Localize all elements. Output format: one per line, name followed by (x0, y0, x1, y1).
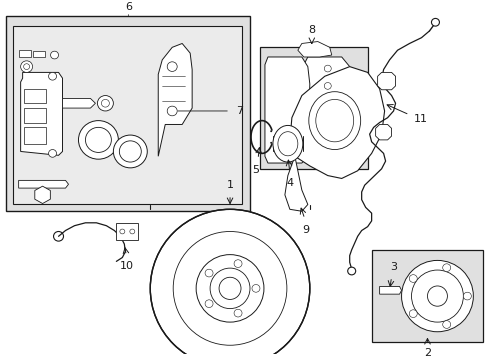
Circle shape (48, 149, 57, 157)
Circle shape (50, 51, 59, 59)
Ellipse shape (277, 132, 297, 156)
Ellipse shape (150, 209, 309, 360)
Circle shape (20, 61, 33, 72)
Text: 8: 8 (307, 25, 315, 35)
Circle shape (48, 72, 57, 80)
Polygon shape (19, 50, 31, 57)
Polygon shape (264, 57, 309, 163)
Circle shape (347, 267, 355, 275)
Polygon shape (33, 51, 44, 57)
Ellipse shape (401, 260, 472, 332)
Circle shape (101, 99, 109, 107)
Circle shape (119, 141, 141, 162)
Text: 4: 4 (285, 179, 293, 188)
Bar (260, 47, 367, 169)
Circle shape (408, 310, 416, 318)
Text: 10: 10 (119, 261, 133, 271)
Circle shape (113, 135, 147, 168)
Circle shape (463, 292, 470, 300)
Polygon shape (19, 180, 68, 188)
Ellipse shape (219, 277, 241, 300)
Circle shape (324, 65, 330, 72)
Circle shape (120, 229, 124, 234)
Ellipse shape (173, 231, 286, 345)
Circle shape (324, 121, 330, 128)
Circle shape (324, 140, 330, 147)
Bar (116, 223, 138, 240)
Ellipse shape (427, 286, 447, 306)
Ellipse shape (165, 223, 294, 354)
Text: 7: 7 (236, 106, 243, 116)
Ellipse shape (308, 92, 360, 149)
Circle shape (270, 142, 272, 144)
Text: 9: 9 (302, 225, 309, 235)
Circle shape (167, 62, 177, 71)
Bar (23, 127, 45, 144)
Polygon shape (20, 72, 62, 155)
Circle shape (204, 300, 213, 307)
Polygon shape (158, 44, 192, 156)
Polygon shape (303, 57, 351, 163)
Text: 11: 11 (413, 114, 427, 124)
Circle shape (53, 231, 63, 241)
Circle shape (408, 275, 416, 282)
Polygon shape (379, 287, 401, 294)
Text: 3: 3 (389, 262, 396, 272)
Circle shape (234, 309, 242, 317)
Circle shape (251, 284, 260, 292)
Circle shape (430, 18, 439, 26)
Polygon shape (375, 125, 391, 140)
Ellipse shape (315, 99, 353, 142)
Circle shape (442, 321, 450, 328)
Polygon shape (285, 156, 307, 211)
Ellipse shape (272, 125, 302, 162)
Ellipse shape (411, 270, 463, 322)
Circle shape (204, 269, 213, 277)
Circle shape (85, 127, 111, 152)
Circle shape (97, 95, 113, 111)
Text: 1: 1 (226, 180, 233, 190)
Circle shape (78, 121, 118, 159)
Bar (13, 26, 242, 204)
Ellipse shape (210, 268, 249, 309)
Polygon shape (62, 98, 95, 108)
Circle shape (442, 264, 450, 271)
Ellipse shape (196, 255, 264, 322)
Circle shape (324, 102, 330, 109)
Polygon shape (289, 67, 384, 179)
Text: 6: 6 (124, 2, 132, 12)
Circle shape (324, 82, 330, 89)
Polygon shape (297, 41, 331, 57)
Circle shape (234, 260, 242, 267)
Polygon shape (377, 72, 395, 90)
Circle shape (23, 64, 30, 69)
Circle shape (129, 229, 135, 234)
Polygon shape (35, 186, 50, 203)
Bar (371, 250, 482, 342)
Text: 2: 2 (423, 348, 430, 358)
Bar (6, 17, 249, 211)
Bar (23, 108, 45, 122)
Circle shape (270, 130, 272, 132)
Bar (23, 89, 45, 103)
Text: 5: 5 (252, 165, 259, 175)
Circle shape (167, 106, 177, 116)
